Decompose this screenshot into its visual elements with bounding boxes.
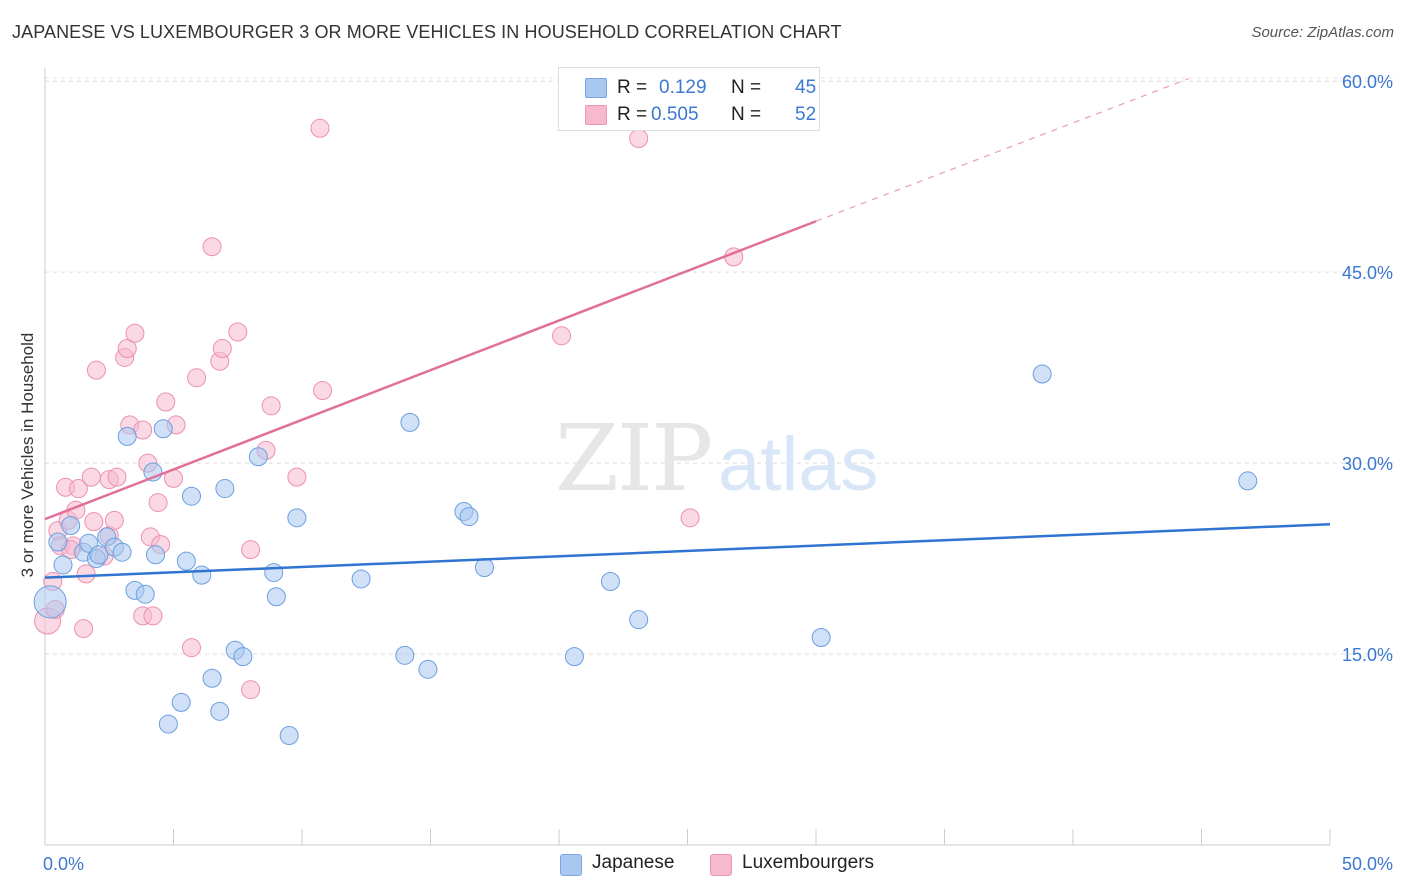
luxembourgers-points [34,118,744,700]
japanese-point [1238,471,1258,491]
bottom-legend-swatch-luxembourgers [710,854,732,876]
luxembourgers-point [107,467,127,487]
source-note: Source: ZipAtlas.com [1251,24,1394,41]
japanese-point [600,571,620,591]
luxembourgers-point [552,326,572,346]
x-tick-label: 50.0% [1342,854,1393,874]
luxembourgers-point [310,118,330,138]
luxembourgers-point [156,392,176,412]
legend-r-value: 0.129 [659,77,707,98]
trend-lines [44,78,1331,579]
watermark: ZIP atlas [555,405,879,512]
watermark-zip: ZIP [555,405,711,512]
bottom-legend-label: Luxembourgers [742,852,875,873]
japanese-point [459,507,479,527]
japanese-point [233,647,253,667]
x-tick-label: 0.0% [43,854,84,874]
luxembourgers-point [148,493,168,513]
luxembourgers-point [143,606,163,626]
luxembourgers-point [287,467,307,487]
japanese-point [400,412,420,432]
luxembourgers-point [313,381,333,401]
luxembourgers-trend-line [44,220,817,521]
legend-r-label: R = [617,77,648,98]
japanese-point [264,563,284,583]
japanese-point [351,569,371,589]
japanese-point [192,565,212,585]
luxembourgers-point [125,323,145,343]
japanese-point [89,545,109,565]
japanese-point [418,659,438,679]
legend-r-value: 0.505 [651,104,699,125]
japanese-point [48,532,68,552]
japanese-point [112,542,132,562]
luxembourgers-trend-extension [815,78,1189,222]
luxembourgers-point [76,564,96,584]
japanese-point [117,426,137,446]
luxembourgers-point [74,619,94,639]
japanese-point [33,585,67,619]
legend-swatch-luxembourgers [585,105,607,125]
luxembourgers-point [241,680,261,700]
legend-n-label: N = [731,77,762,98]
legend-n-value: 45 [795,77,817,98]
japanese-point [266,587,286,607]
luxembourgers-point [228,322,248,342]
japanese-point [202,668,222,688]
japanese-point [1032,364,1052,384]
legend-n-value: 52 [795,104,817,125]
japanese-point [181,486,201,506]
tick-labels: 15.0% 30.0% 45.0% 60.0% 0.0% 50.0% [43,72,1393,874]
luxembourgers-point [202,237,222,257]
legend: R = 0.129 N = 45 R = 0.505 N = 52 [558,67,820,131]
luxembourgers-point [680,508,700,528]
watermark-atlas: atlas [718,422,879,507]
luxembourgers-point [629,128,649,148]
japanese-point [395,645,415,665]
japanese-point [171,692,191,712]
luxembourgers-point [81,467,101,487]
japanese-point [248,447,268,467]
japanese-point [474,557,494,577]
legend-n-label: N = [731,104,762,125]
y-tick-label: 60.0% [1342,72,1393,92]
japanese-point [629,610,649,630]
y-tick-label: 45.0% [1342,263,1393,283]
luxembourgers-point [86,360,106,380]
luxembourgers-point [261,396,281,416]
bottom-legend-swatch-japanese [560,854,582,876]
legend-swatch-japanese [585,78,607,98]
luxembourgers-point [181,638,201,658]
japanese-point [210,701,230,721]
luxembourgers-point [212,339,232,359]
japanese-point [287,508,307,528]
legend-r-label: R = [617,104,648,125]
japanese-point [215,479,235,499]
japanese-point [135,584,155,604]
japanese-point [811,628,831,648]
japanese-point [146,545,166,565]
japanese-point [176,551,196,571]
japanese-points [33,364,1258,746]
japanese-point [279,726,299,746]
luxembourgers-point [117,339,137,359]
japanese-point [61,515,81,535]
chart-title: JAPANESE VS LUXEMBOURGER 3 OR MORE VEHIC… [12,22,842,42]
japanese-point [564,647,584,667]
japanese-point [158,714,178,734]
japanese-trend-line [44,522,1331,579]
luxembourgers-point [187,368,207,388]
y-tick-label: 30.0% [1342,454,1393,474]
bottom-legend-label: Japanese [592,852,675,873]
luxembourgers-point [104,510,124,530]
y-tick-label: 15.0% [1342,645,1393,665]
japanese-point [153,419,173,439]
luxembourgers-point [241,540,261,560]
luxembourgers-point [84,512,104,532]
luxembourgers-point [68,479,88,499]
gridlines [45,77,1393,655]
japanese-point [53,555,73,575]
axes [44,68,1331,846]
